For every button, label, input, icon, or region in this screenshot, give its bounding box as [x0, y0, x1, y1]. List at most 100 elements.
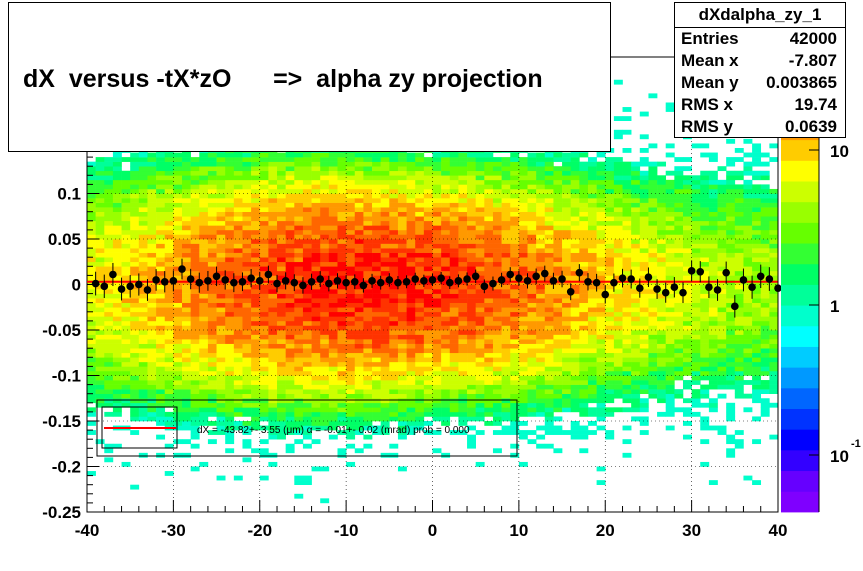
heatmap-cell: [674, 207, 684, 212]
heatmap-cell: [346, 407, 356, 413]
heatmap-cell: [467, 184, 476, 190]
heatmap-cell: [354, 316, 364, 322]
heatmap-cell: [613, 284, 623, 290]
heatmap-cell: [277, 188, 286, 194]
heatmap-cell: [328, 298, 338, 303]
heatmap-cell: [475, 243, 485, 249]
heatmap-cell: [536, 257, 546, 263]
heatmap-cell: [242, 298, 252, 303]
heatmap-cell: [112, 266, 122, 272]
heatmap-cell: [639, 307, 649, 313]
heatmap-cell: [328, 289, 338, 294]
heatmap-cell: [510, 361, 520, 367]
heatmap-cell: [492, 348, 502, 354]
heatmap-cell: [95, 266, 105, 272]
heatmap-cell: [674, 239, 684, 244]
heatmap-cell: [156, 152, 166, 158]
heatmap-cell: [622, 452, 632, 458]
heatmap-cell: [475, 225, 485, 231]
heatmap-cell: [527, 229, 537, 235]
heatmap-cell: [182, 348, 191, 354]
heatmap-cell: [674, 170, 684, 176]
heatmap-cell: [320, 243, 330, 249]
heatmap-cell: [449, 407, 459, 413]
heatmap-cell: [406, 370, 416, 376]
heatmap-cell: [665, 198, 675, 203]
heatmap-cell: [87, 325, 96, 331]
heatmap-cell: [337, 357, 347, 363]
heatmap-cell: [363, 357, 373, 363]
heatmap-cell: [328, 352, 338, 358]
heatmap-cell: [354, 166, 364, 172]
heatmap-cell: [346, 434, 356, 440]
heatmap-cell: [251, 261, 261, 267]
heatmap-cell: [397, 334, 407, 340]
heatmap-cell: [415, 343, 425, 349]
heatmap-cell: [95, 284, 105, 290]
heatmap-cell: [596, 466, 606, 472]
heatmap-cell: [467, 361, 476, 367]
heatmap-cell: [622, 225, 632, 231]
heatmap-cell: [380, 425, 390, 431]
heatmap-cell: [190, 330, 200, 335]
heatmap-cell: [242, 257, 252, 263]
heatmap-cell: [562, 252, 571, 258]
heatmap-cell: [207, 343, 217, 349]
heatmap-cell: [337, 229, 347, 235]
heatmap-cell: [259, 298, 269, 303]
heatmap-cell: [121, 270, 131, 276]
heatmap-cell: [354, 398, 364, 404]
heatmap-cell: [484, 293, 494, 299]
heatmap-cell: [613, 257, 623, 263]
heatmap-cell: [665, 202, 675, 208]
heatmap-cell: [527, 211, 537, 217]
heatmap-cell: [691, 302, 701, 308]
heatmap-cell: [251, 198, 261, 203]
heatmap-cell: [164, 284, 174, 290]
heatmap-cell: [294, 211, 304, 217]
heatmap-cell: [734, 298, 744, 303]
heatmap-cell: [242, 320, 252, 326]
heatmap-cell: [216, 289, 226, 294]
heatmap-cell: [553, 239, 563, 244]
heatmap-cell: [104, 361, 114, 367]
heatmap-cell: [570, 366, 580, 372]
heatmap-cell: [648, 166, 658, 172]
heatmap-cell: [259, 475, 269, 481]
heatmap-cell: [484, 211, 494, 217]
heatmap-cell: [346, 430, 356, 435]
heatmap-cell: [605, 348, 615, 354]
heatmap-cell: [372, 289, 381, 294]
heatmap-cell: [138, 207, 148, 212]
heatmap-cell: [251, 316, 261, 322]
heatmap-cell: [294, 266, 304, 272]
heatmap-cell: [648, 384, 658, 390]
heatmap-cell: [596, 325, 606, 331]
heatmap-cell: [657, 289, 667, 294]
heatmap-cell: [242, 216, 252, 222]
heatmap-cell: [415, 257, 425, 263]
heatmap-cell: [173, 361, 183, 367]
heatmap-cell: [475, 170, 485, 176]
heatmap-cell: [674, 216, 684, 222]
heatmap-cell: [225, 152, 235, 158]
heatmap-cell: [251, 402, 261, 408]
heatmap-cell: [242, 439, 252, 445]
heatmap-cell: [406, 152, 416, 158]
heatmap-cell: [251, 416, 261, 422]
heatmap-cell: [639, 270, 649, 276]
heatmap-cell: [536, 261, 546, 267]
heatmap-cell: [752, 225, 762, 231]
heatmap-cell: [622, 116, 632, 121]
heatmap-cell: [449, 266, 459, 272]
heatmap-cell: [631, 266, 641, 272]
heatmap-cell: [259, 234, 269, 240]
heatmap-cell: [164, 193, 174, 199]
heatmap-cell: [156, 270, 166, 276]
heatmap-cell: [380, 389, 390, 394]
heatmap-cell: [354, 252, 364, 258]
heatmap-cell: [639, 239, 649, 244]
heatmap-cell: [570, 243, 580, 249]
heatmap-cell: [259, 229, 269, 235]
heatmap-cell: [164, 202, 174, 208]
